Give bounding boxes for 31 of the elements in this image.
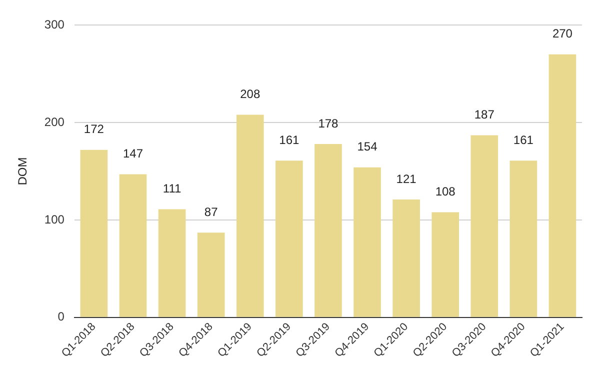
bar bbox=[158, 209, 186, 317]
data-label: 111 bbox=[162, 182, 182, 196]
bar bbox=[432, 212, 460, 317]
y-axis-title: DOM bbox=[16, 157, 30, 186]
y-tick-label: 200 bbox=[44, 114, 65, 129]
data-label: 154 bbox=[357, 140, 378, 154]
bar bbox=[354, 167, 381, 317]
bar bbox=[548, 54, 576, 317]
data-label: 87 bbox=[204, 204, 218, 219]
bar bbox=[276, 160, 303, 317]
data-label: 178 bbox=[318, 116, 339, 130]
data-label: 270 bbox=[552, 26, 573, 41]
data-label: 147 bbox=[122, 146, 144, 161]
bar bbox=[197, 232, 225, 317]
bar bbox=[119, 174, 147, 317]
y-tick-label: 100 bbox=[44, 212, 65, 226]
data-label: 121 bbox=[396, 172, 417, 186]
data-label: 187 bbox=[474, 108, 495, 122]
bar bbox=[510, 160, 538, 317]
data-label: 161 bbox=[279, 132, 300, 147]
data-label: 172 bbox=[84, 122, 104, 136]
y-tick-label: 300 bbox=[44, 18, 65, 32]
bar bbox=[80, 150, 108, 317]
data-label: 208 bbox=[240, 87, 260, 102]
data-label: 108 bbox=[435, 184, 456, 199]
data-label: 161 bbox=[513, 132, 534, 147]
y-tick-label: 0 bbox=[58, 310, 65, 324]
bar bbox=[392, 200, 420, 317]
bar bbox=[314, 144, 342, 317]
bar bbox=[236, 114, 264, 317]
bar bbox=[470, 135, 498, 317]
